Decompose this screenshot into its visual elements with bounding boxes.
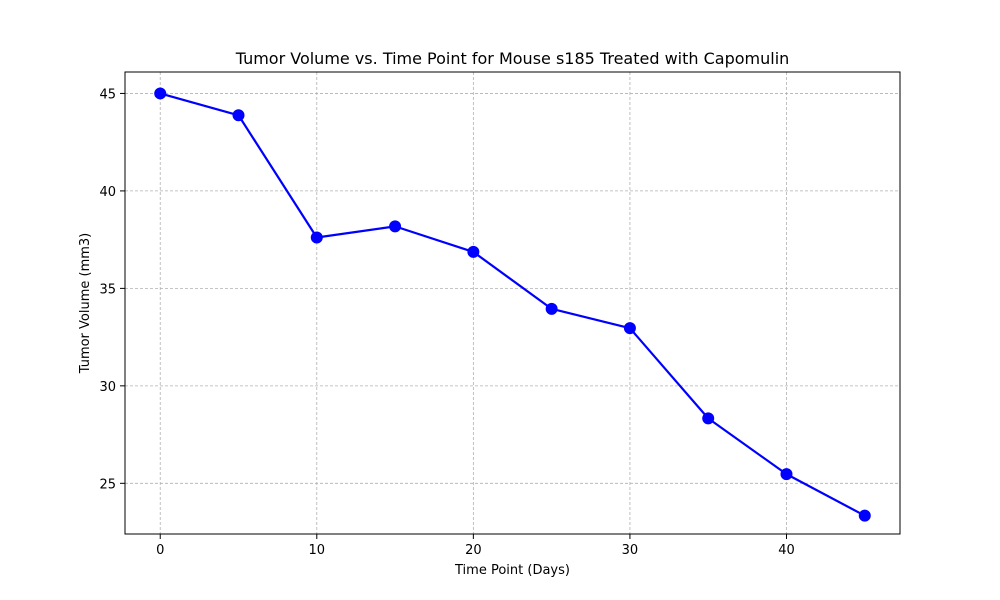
y-tick-label: 40 [99, 185, 116, 200]
plot-frame [124, 71, 901, 535]
x-tick-label: 0 [156, 543, 164, 558]
data-point [232, 109, 245, 122]
data-point [467, 245, 480, 258]
tick-layer: 0 10 20 30 40 25 30 35 40 45 [99, 87, 794, 558]
y-axis-label: Tumor Volume (mm3) [78, 233, 93, 375]
data-point [780, 468, 793, 481]
x-tick-label: 20 [465, 543, 482, 558]
data-point [623, 322, 636, 335]
x-tick-label: 10 [309, 543, 326, 558]
series-line [159, 92, 866, 517]
data-point [389, 220, 402, 233]
y-tick-label: 30 [99, 380, 116, 395]
data-point [310, 231, 323, 244]
chart-title: Tumor Volume vs. Time Point for Mouse s1… [235, 49, 790, 68]
x-tick-label: 40 [778, 543, 795, 558]
x-axis-label: Time Point (Days) [454, 563, 570, 578]
y-tick-label: 45 [99, 87, 116, 102]
y-tick-label: 25 [99, 477, 116, 492]
data-point [702, 412, 715, 425]
y-tick-label: 35 [99, 282, 116, 297]
series-layer [154, 87, 871, 522]
grid-layer [125, 72, 900, 534]
data-point [545, 302, 558, 315]
x-tick-label: 30 [622, 543, 639, 558]
data-point [154, 87, 167, 100]
data-point [858, 509, 871, 522]
